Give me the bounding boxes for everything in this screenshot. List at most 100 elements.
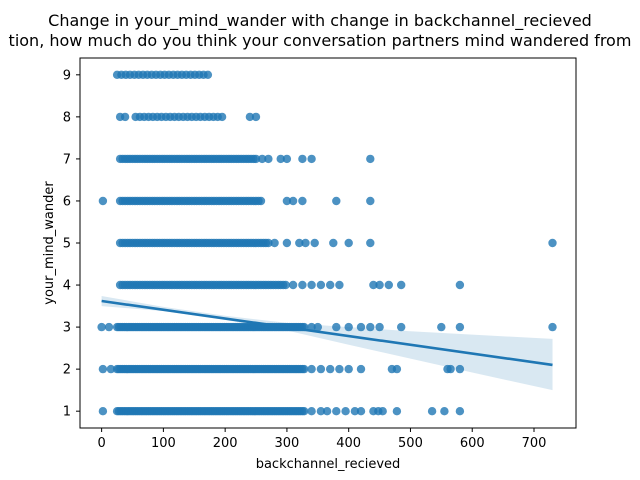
data-point	[335, 280, 344, 290]
regression-line	[101, 299, 553, 367]
data-point	[245, 112, 255, 122]
data-point	[356, 364, 366, 374]
data-point	[300, 364, 309, 374]
data-point	[356, 407, 366, 416]
y-axis-ticks: 1 2 3 4 5 6 7 8 9	[63, 68, 80, 420]
data-point	[548, 322, 557, 332]
data-point	[369, 280, 378, 290]
data-point	[295, 238, 304, 248]
data-point	[281, 280, 290, 290]
y-tick-label: 9	[63, 68, 71, 83]
data-point	[332, 407, 341, 416]
y-tick-label: 8	[63, 110, 71, 125]
data-point	[307, 407, 316, 416]
y-tick-label: 5	[63, 237, 71, 252]
data-point	[335, 364, 344, 374]
x-tick-label: 600	[460, 436, 485, 451]
data-point	[384, 280, 393, 290]
data-point	[264, 238, 273, 248]
data-point	[356, 322, 366, 332]
y-tick-label: 2	[63, 363, 71, 378]
data-point	[251, 154, 261, 164]
x-tick-label: 400	[336, 436, 361, 451]
data-point	[326, 280, 335, 290]
regression-layer	[101, 299, 553, 367]
data-point	[307, 154, 316, 164]
y-tick-label: 6	[63, 194, 71, 209]
data-point	[298, 280, 307, 290]
points-layer	[97, 70, 557, 416]
data-point	[316, 364, 326, 374]
data-point	[300, 407, 309, 416]
data-point	[322, 407, 332, 416]
x-tick-label: 500	[398, 436, 423, 451]
data-point	[307, 280, 316, 290]
data-point	[366, 196, 375, 206]
data-point	[264, 154, 273, 164]
data-point	[106, 364, 116, 374]
y-tick-label: 3	[63, 321, 71, 336]
confidence-band	[101, 295, 553, 391]
data-point	[120, 112, 130, 122]
data-point	[298, 154, 307, 164]
data-point	[344, 238, 353, 248]
data-point	[217, 112, 227, 122]
data-point	[455, 364, 465, 374]
data-point	[282, 196, 292, 206]
data-point	[455, 280, 465, 290]
data-point	[256, 196, 266, 206]
data-point	[298, 196, 307, 206]
data-point	[329, 238, 338, 248]
data-point	[366, 238, 375, 248]
data-point	[344, 364, 353, 374]
data-point	[326, 364, 335, 374]
data-point	[288, 280, 298, 290]
x-axis-ticks: 0 100 200 300 400 500 600 700	[97, 428, 546, 451]
data-point	[366, 154, 375, 164]
data-point	[97, 322, 106, 332]
data-point	[98, 364, 108, 374]
data-point	[392, 364, 402, 374]
x-tick-label: 200	[213, 436, 238, 451]
y-tick-label: 1	[63, 405, 71, 420]
data-point	[98, 196, 108, 206]
data-point	[332, 322, 341, 332]
data-point	[375, 322, 384, 332]
data-point	[310, 238, 319, 248]
y-tick-label: 7	[63, 152, 71, 167]
data-point	[446, 364, 455, 374]
chart-subtitle: tion, how much do you think your convers…	[8, 31, 632, 50]
data-point	[375, 280, 384, 290]
data-point	[282, 154, 292, 164]
data-point	[288, 196, 298, 206]
data-point	[282, 238, 292, 248]
data-point	[427, 407, 437, 416]
data-point	[548, 238, 557, 248]
data-point	[344, 322, 353, 332]
data-point	[366, 322, 375, 332]
data-point	[440, 407, 449, 416]
data-point	[270, 238, 279, 248]
confidence-band-layer	[101, 295, 553, 391]
data-point	[316, 407, 326, 416]
data-point	[332, 196, 341, 206]
data-point	[316, 280, 326, 290]
data-point	[251, 112, 261, 122]
x-axis-label: backchannel_recieved	[256, 457, 401, 472]
data-point	[437, 322, 446, 332]
data-point	[350, 407, 360, 416]
data-point	[397, 322, 406, 332]
data-point	[313, 322, 322, 332]
y-axis-label: your_mind_wander	[42, 181, 57, 305]
data-point	[98, 407, 108, 416]
data-point	[258, 154, 267, 164]
data-point	[378, 407, 387, 416]
data-point	[392, 407, 402, 416]
data-point	[104, 322, 114, 332]
chart-title: Change in your_mind_wander with change i…	[48, 11, 592, 30]
data-point	[203, 70, 213, 80]
data-point	[307, 364, 316, 374]
data-point	[397, 280, 406, 290]
data-point	[301, 238, 310, 248]
y-tick-label: 4	[63, 279, 71, 294]
